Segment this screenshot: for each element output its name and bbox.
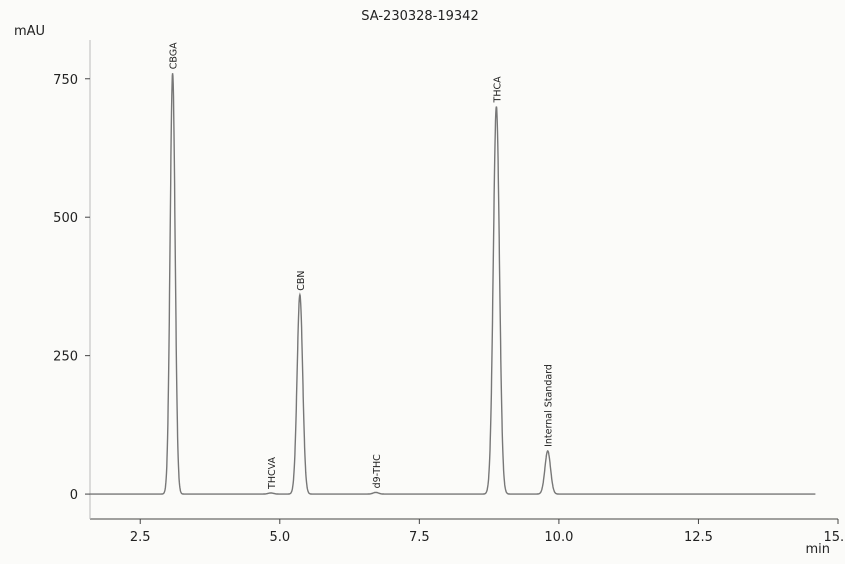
y-tick-label: 0 [70, 488, 78, 503]
x-tick-label: 5.0 [269, 530, 290, 545]
peak-label: CBN [296, 270, 307, 290]
chart-title: SA-230328-19342 [361, 9, 478, 24]
peak-label: Internal Standard [544, 364, 555, 447]
x-tick-label: 2.5 [130, 530, 151, 545]
x-tick-label: 7.5 [409, 530, 430, 545]
peak-labels: CBGA THCVA CBN d9-THC THCA Internal Standard [169, 42, 555, 490]
y-tick-label: 250 [53, 350, 78, 365]
peak-label: THCVA [267, 457, 278, 490]
x-tick-label: 12.5 [684, 530, 713, 545]
peak-label: CBGA [169, 42, 180, 69]
chromatogram-trace [90, 73, 816, 495]
x-tick-label: 10.0 [544, 530, 573, 545]
x-axis-unit-label: min [805, 542, 830, 557]
x-tick-label: 15.0 [824, 530, 845, 545]
y-axis-unit-label: mAU [14, 24, 45, 39]
peak-label: THCA [492, 76, 503, 104]
axis-ticks: 2.5 5.0 7.5 10.0 12.5 15.0 0 250 500 750 [53, 73, 845, 545]
y-tick-label: 500 [53, 211, 78, 226]
y-tick-label: 750 [53, 73, 78, 88]
peak-label: d9-THC [372, 454, 383, 489]
